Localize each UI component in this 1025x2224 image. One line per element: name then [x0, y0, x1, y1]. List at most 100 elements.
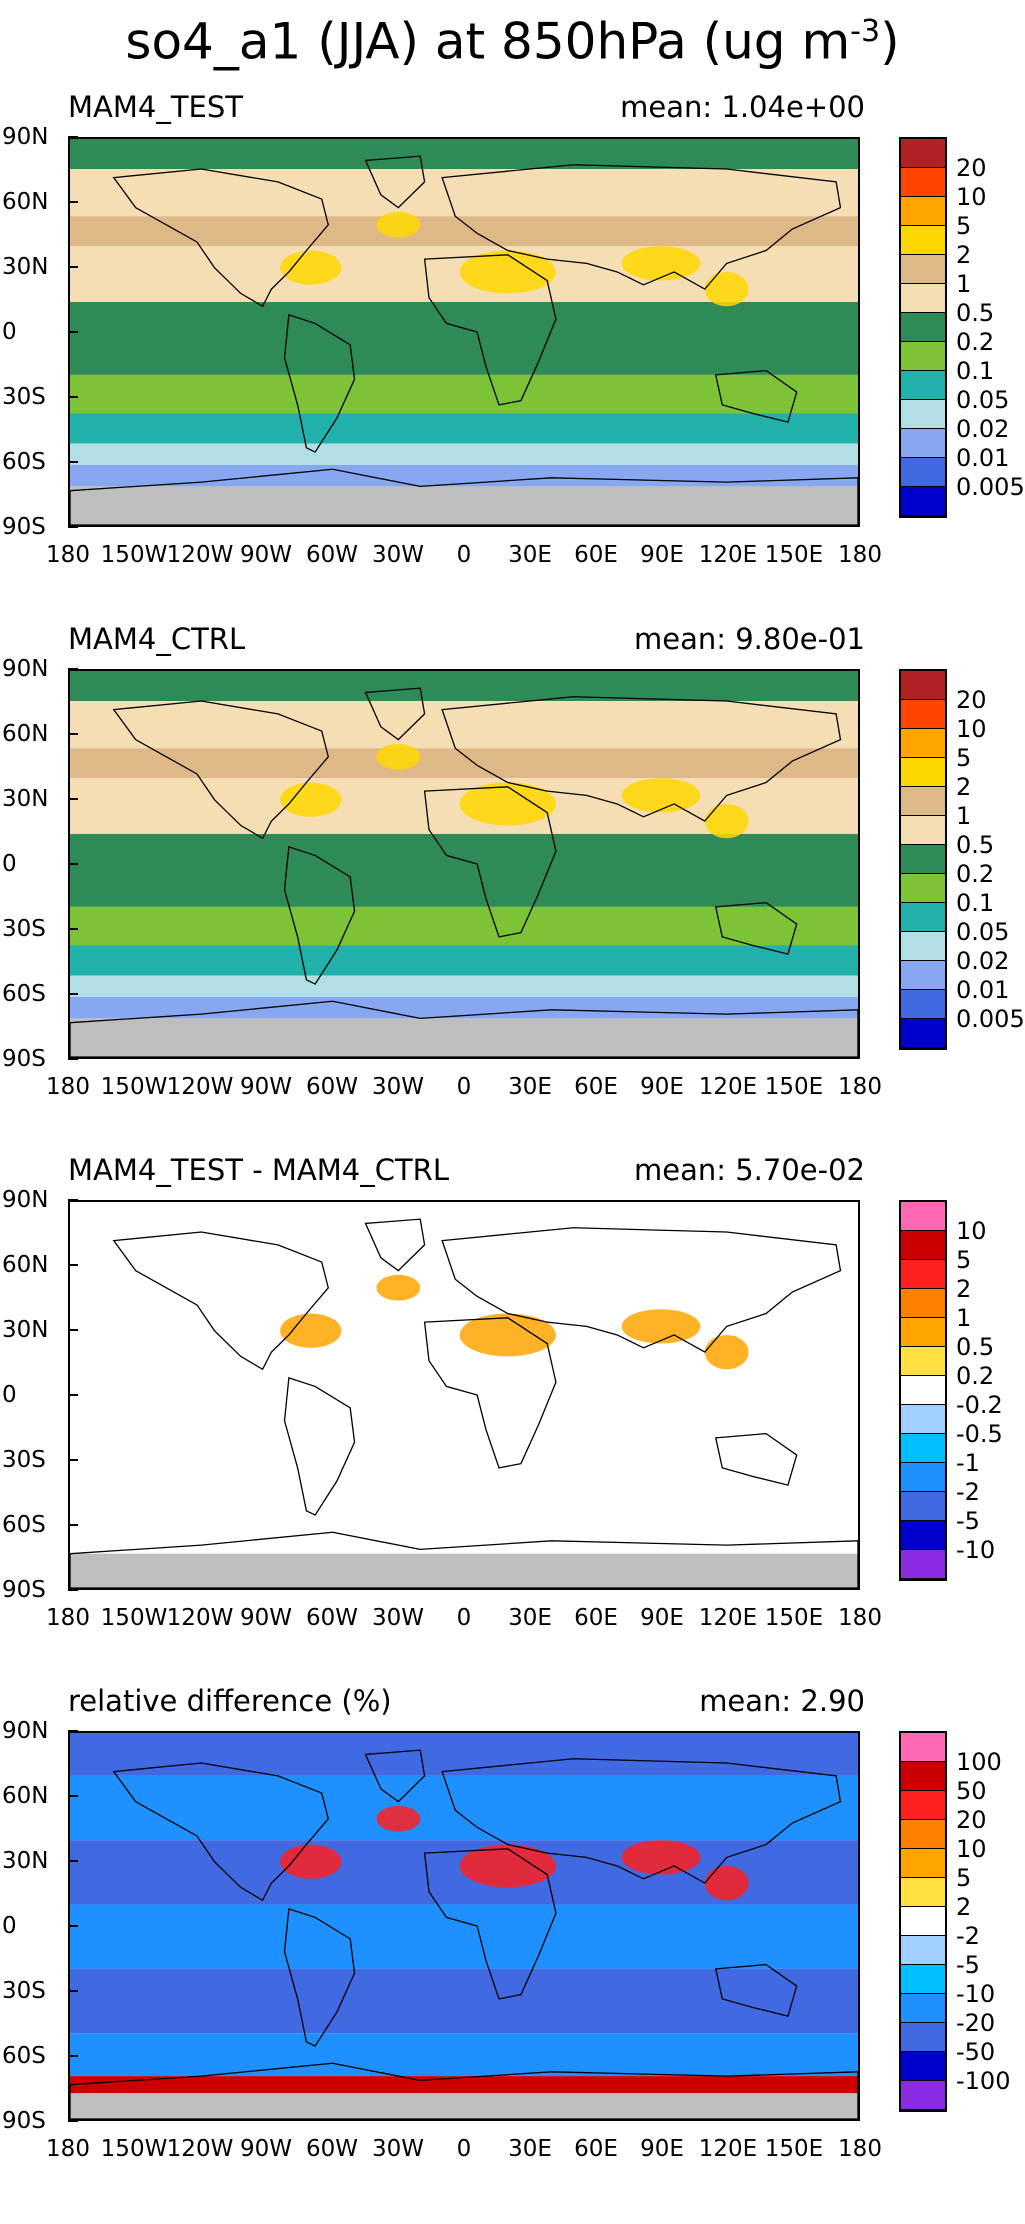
colorbar [899, 669, 947, 1050]
field-band [70, 169, 858, 217]
lat-label: 30S [2, 1447, 46, 1473]
colorbar-label: 10 [956, 183, 987, 211]
lon-label: 60E [574, 1605, 618, 1631]
colorbar-label: 0.1 [956, 357, 995, 385]
colorbar-swatch [901, 2023, 945, 2052]
colorbar-swatch [901, 787, 945, 816]
colorbar-swatch [901, 1849, 945, 1878]
lat-tick [68, 396, 78, 398]
field-band [70, 486, 858, 525]
lat-label: 60S [2, 449, 46, 475]
lat-tick [68, 668, 78, 670]
field-blob [280, 250, 342, 285]
colorbar-label: 0.02 [956, 415, 1010, 443]
lat-tick [68, 1730, 78, 1732]
coastline-australia [714, 1432, 798, 1486]
field-band [70, 2033, 858, 2077]
lat-tick [68, 863, 78, 865]
colorbar-label: 0.2 [956, 860, 995, 888]
colorbar-swatch [901, 1994, 945, 2023]
lat-label: 30N [2, 1848, 49, 1874]
colorbar-swatch [901, 1019, 945, 1048]
colorbar-label: -20 [956, 2009, 996, 2037]
colorbar-swatch [901, 816, 945, 845]
coastline-south-america [283, 845, 356, 985]
colorbar-swatch [901, 845, 945, 874]
field-blob [621, 246, 701, 281]
colorbar-swatch [901, 700, 945, 729]
lon-label: 180 [46, 1074, 90, 1100]
colorbar-label: -100 [956, 2067, 1011, 2095]
lon-label: 150W [100, 1074, 168, 1100]
lat-label: 90N [2, 1187, 49, 1213]
map-svg [70, 671, 858, 1057]
field-band [70, 301, 858, 375]
lat-label: 30S [2, 916, 46, 942]
field-blob [280, 782, 342, 817]
field-band [70, 1968, 858, 2034]
panel-left-label: MAM4_CTRL [68, 622, 246, 656]
lat-label: 30S [2, 384, 46, 410]
coastline-australia [714, 1963, 798, 2017]
lon-label: 30E [508, 2136, 552, 2162]
coastline-eurasia [441, 1227, 842, 1353]
coastline-greenland [364, 1749, 426, 1803]
colorbar-label: 0.5 [956, 299, 995, 327]
lat-tick [68, 1925, 78, 1927]
colorbar-label: 10 [956, 1217, 987, 1245]
field-blob [280, 1313, 342, 1348]
field-blob [621, 778, 701, 813]
map-panel: MAM4_TEST - MAM4_CTRL mean: 5.70e-02 90N 60… [0, 1153, 1025, 1693]
colorbar-swatch [901, 458, 945, 487]
field-blob [459, 250, 556, 294]
map-panel: MAM4_CTRL mean: 9.80e-01 90N 60N 30N 0 30S 60S 9… [0, 622, 1025, 1162]
lat-tick [68, 1589, 78, 1591]
colorbar-label: 2 [956, 1893, 972, 1921]
lat-tick [68, 993, 78, 995]
colorbar-label: 10 [956, 1835, 987, 1863]
field-blob [376, 1805, 421, 1832]
lat-tick [68, 2055, 78, 2057]
colorbar-label: 1 [956, 1304, 972, 1332]
field-blob [704, 1334, 749, 1370]
lat-label: 90N [2, 1718, 49, 1744]
field-blob [459, 1844, 556, 1888]
coastline-antarctica [70, 468, 858, 525]
lon-label: 90W [239, 1605, 293, 1631]
coastline-south-america [283, 1907, 356, 2047]
field-blob [376, 743, 421, 770]
map-panel: MAM4_TEST mean: 1.04e+00 90N 60N 30N 0 30S 60S 9… [0, 90, 1025, 630]
map-plot [68, 1731, 860, 2121]
map-svg [70, 1202, 858, 1588]
lon-label: 0 [456, 1074, 472, 1100]
colorbar-swatch [901, 342, 945, 371]
panel-mean-label: mean: 1.04e+00 [620, 90, 865, 124]
colorbar-label: 1 [956, 270, 972, 298]
field-blob [376, 1274, 421, 1301]
lat-label: 90S [2, 2108, 46, 2134]
field-band [70, 1775, 858, 1841]
lat-tick [68, 331, 78, 333]
lon-label: 180 [838, 2136, 882, 2162]
colorbar-label: 5 [956, 212, 972, 240]
map-plot [68, 1200, 860, 1590]
colorbar-label: 0.005 [956, 1005, 1025, 1033]
field-band [70, 701, 858, 749]
colorbar-swatch [901, 1318, 945, 1347]
colorbar-label: 0.2 [956, 328, 995, 356]
coastline-eurasia [441, 1758, 842, 1884]
field-band [70, 671, 858, 702]
colorbar [899, 137, 947, 518]
colorbar-label: -5 [956, 1507, 980, 1535]
lat-tick [68, 136, 78, 138]
lon-label: 90E [640, 1074, 684, 1100]
colorbar-label: -1 [956, 1449, 980, 1477]
coastline-north-america [112, 1762, 330, 1902]
coastline-north-america [112, 168, 330, 308]
lon-label: 120E [698, 1605, 758, 1631]
lon-label: 120W [166, 1074, 234, 1100]
field-band [70, 1202, 858, 1588]
colorbar-label: -0.2 [956, 1391, 1003, 1419]
lon-label: 120E [698, 1074, 758, 1100]
colorbar-label: 100 [956, 1748, 1002, 1776]
